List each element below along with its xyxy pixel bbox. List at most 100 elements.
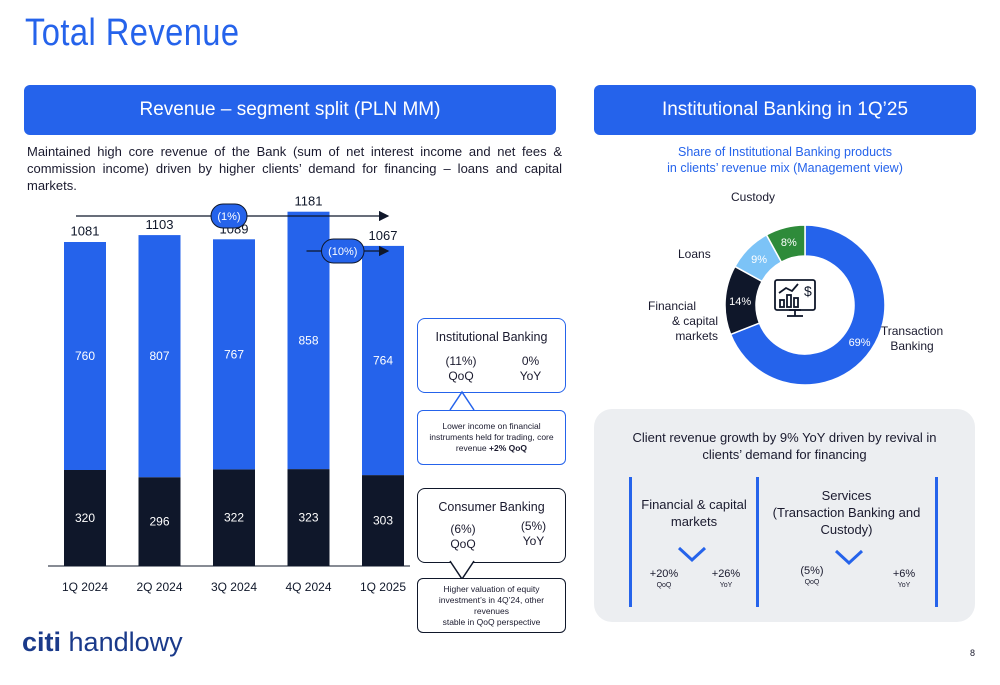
col2-title-line1: Services xyxy=(821,488,872,503)
revenue-description: Maintained high core revenue of the Bank… xyxy=(27,144,562,193)
growth-badge-label-1: (10%) xyxy=(328,246,357,258)
label-consumer-4: 303 xyxy=(373,514,393,528)
donut-slice-3 xyxy=(765,224,806,264)
donut-slice-label-1: 14% xyxy=(729,296,751,308)
col1-title-line2: markets xyxy=(670,514,718,529)
label-consumer-1: 296 xyxy=(149,515,169,529)
consumer-qoq: (6%) QoQ xyxy=(438,522,488,552)
growth-badge-label-0: (1%) xyxy=(217,211,240,223)
chevron-down-icon xyxy=(677,546,707,563)
institutional-banking-box: Institutional Banking (11%) QoQ 0% YoY xyxy=(417,318,566,393)
logo-name: handlowy xyxy=(68,627,183,657)
donut-layer: 69% 14% 9% 8% xyxy=(724,224,886,386)
right-section-banner: Institutional Banking in 1Q’25 xyxy=(594,85,976,135)
consumer-yoy-label: YoY xyxy=(522,534,545,548)
citi-handlowy-logo: citi handlowy xyxy=(22,627,183,658)
consumer-yoy: (5%) YoY xyxy=(511,519,556,549)
col1-qoq: +20% QoQ xyxy=(644,568,684,592)
donut-label-loans: Loans xyxy=(678,247,711,261)
consumer-note-line2: investment’s in 4Q’24, other revenues xyxy=(438,594,545,616)
panel-title-line1: Client revenue growth by 9% YoY driven b… xyxy=(632,430,937,445)
col1-qoq-label: QoQ xyxy=(656,582,672,589)
label-total-1: 1103 xyxy=(146,217,174,232)
consumer-qoq-value: (6%) xyxy=(450,522,476,536)
donut-slice-label-3: 8% xyxy=(781,237,797,249)
bar-consumer-2 xyxy=(213,469,255,566)
col2-yoy-value: +6% xyxy=(892,568,916,580)
category-label-2: 3Q 2024 xyxy=(211,580,257,594)
chevron-down-icon xyxy=(834,549,864,566)
label-institutional-0: 760 xyxy=(75,349,95,363)
divider-middle xyxy=(756,477,759,607)
col1-yoy-value: +26% xyxy=(711,568,741,580)
col2-title-line3: Custody) xyxy=(820,522,873,537)
label-institutional-1: 807 xyxy=(149,349,169,363)
donut-label-tb-line1: Transaction xyxy=(880,324,944,338)
donut-label-fcm-line2: & capital markets xyxy=(671,314,718,343)
donut-label-tb-line2: Banking xyxy=(890,339,934,353)
label-consumer-3: 323 xyxy=(298,511,318,525)
col1-title-line1: Financial & capital xyxy=(641,497,747,512)
donut-slice-label-2: 9% xyxy=(751,254,767,266)
donut-subheading: Share of Institutional Banking products … xyxy=(594,144,976,176)
label-total-3: 1181 xyxy=(295,195,323,209)
client-revenue-growth-panel: Client revenue growth by 9% YoY driven b… xyxy=(594,409,975,622)
growth-badge-0 xyxy=(210,203,248,229)
donut-subheading-line1: Share of Institutional Banking products xyxy=(677,145,893,159)
bar-consumer-3 xyxy=(287,469,330,566)
col2-title-line2: (Transaction Banking and xyxy=(772,505,921,520)
consumer-yoy-value: (5%) xyxy=(520,519,547,533)
donut-subheading-line2: in clients’ revenue mix (Management view… xyxy=(667,161,903,175)
bar-consumer-0 xyxy=(64,470,106,566)
institutional-qoq-value: (11%) xyxy=(445,354,477,368)
consumer-qoq-label: QoQ xyxy=(450,537,476,551)
category-label-0: 1Q 2024 xyxy=(62,580,108,594)
growth-badge-1 xyxy=(321,238,365,264)
donut-slice-label-0: 69% xyxy=(849,337,871,349)
page-number: 8 xyxy=(970,648,976,658)
col2-qoq-label: QoQ xyxy=(804,579,820,586)
label-institutional-2: 767 xyxy=(224,347,244,361)
consumer-note-line1: Higher valuation of equity xyxy=(443,583,540,594)
bar-institutional-0 xyxy=(64,242,106,470)
institutional-note-line1: Lower income on financial xyxy=(442,421,541,431)
institutional-note-line2: instruments held for trading, core xyxy=(429,432,554,442)
panel-title-line2: clients’ demand for financing xyxy=(702,447,867,462)
consumer-note-line3: stable in QoQ perspective xyxy=(442,616,541,627)
divider-left xyxy=(629,477,632,607)
consumer-box-title: Consumer Banking xyxy=(438,500,545,514)
institutional-yoy-label: YoY xyxy=(519,369,542,383)
bar-consumer-1 xyxy=(138,477,181,566)
donut-label-fcm-line1: Financial xyxy=(647,299,697,313)
bar-institutional-4 xyxy=(362,245,404,476)
divider-right xyxy=(935,477,938,607)
label-institutional-4: 764 xyxy=(373,354,393,368)
col-services-title: Services (Transaction Banking and Custod… xyxy=(764,487,929,538)
institutional-box-title: Institutional Banking xyxy=(435,330,548,344)
donut-label-financial-capital-markets: Financial & capital markets xyxy=(626,299,718,344)
money-chart-icon: $ xyxy=(774,279,816,317)
consumer-banking-box: Consumer Banking (6%) QoQ (5%) YoY xyxy=(417,488,566,563)
growth-arrows-layer: (1%) (10%) xyxy=(76,203,390,264)
consumer-note: Higher valuation of equity investment’s … xyxy=(417,578,566,633)
label-total-4: 1067 xyxy=(369,228,398,243)
col2-yoy-label: YoY xyxy=(897,582,911,589)
category-label-3: 4Q 2024 xyxy=(285,580,331,594)
logo-brand: citi xyxy=(22,627,62,657)
institutional-yoy-value: 0% xyxy=(521,354,540,368)
bar-consumer-4 xyxy=(362,475,404,566)
col-financial-capital-markets-title: Financial & capital markets xyxy=(634,496,754,530)
donut-label-custody: Custody xyxy=(731,190,776,204)
revenue-bar-chart: 320 760 1081 1Q 2024 296 807 1103 2Q 2024 322 767… xyxy=(48,195,410,594)
col1-yoy-label: YoY xyxy=(719,582,733,589)
label-institutional-3: 858 xyxy=(298,333,318,347)
page-title: Total Revenue xyxy=(25,12,240,54)
donut-slice-0 xyxy=(729,224,886,386)
label-consumer-0: 320 xyxy=(75,511,95,525)
bars-layer: 320 760 1081 1Q 2024 296 807 1103 2Q 2024 322 767… xyxy=(48,195,410,594)
svg-text:$: $ xyxy=(804,283,812,299)
bar-institutional-1 xyxy=(138,235,181,478)
donut-label-transaction-banking: Transaction Banking xyxy=(877,324,947,354)
institutional-qoq-label: QoQ xyxy=(448,369,474,383)
category-label-1: 2Q 2024 xyxy=(136,580,182,594)
